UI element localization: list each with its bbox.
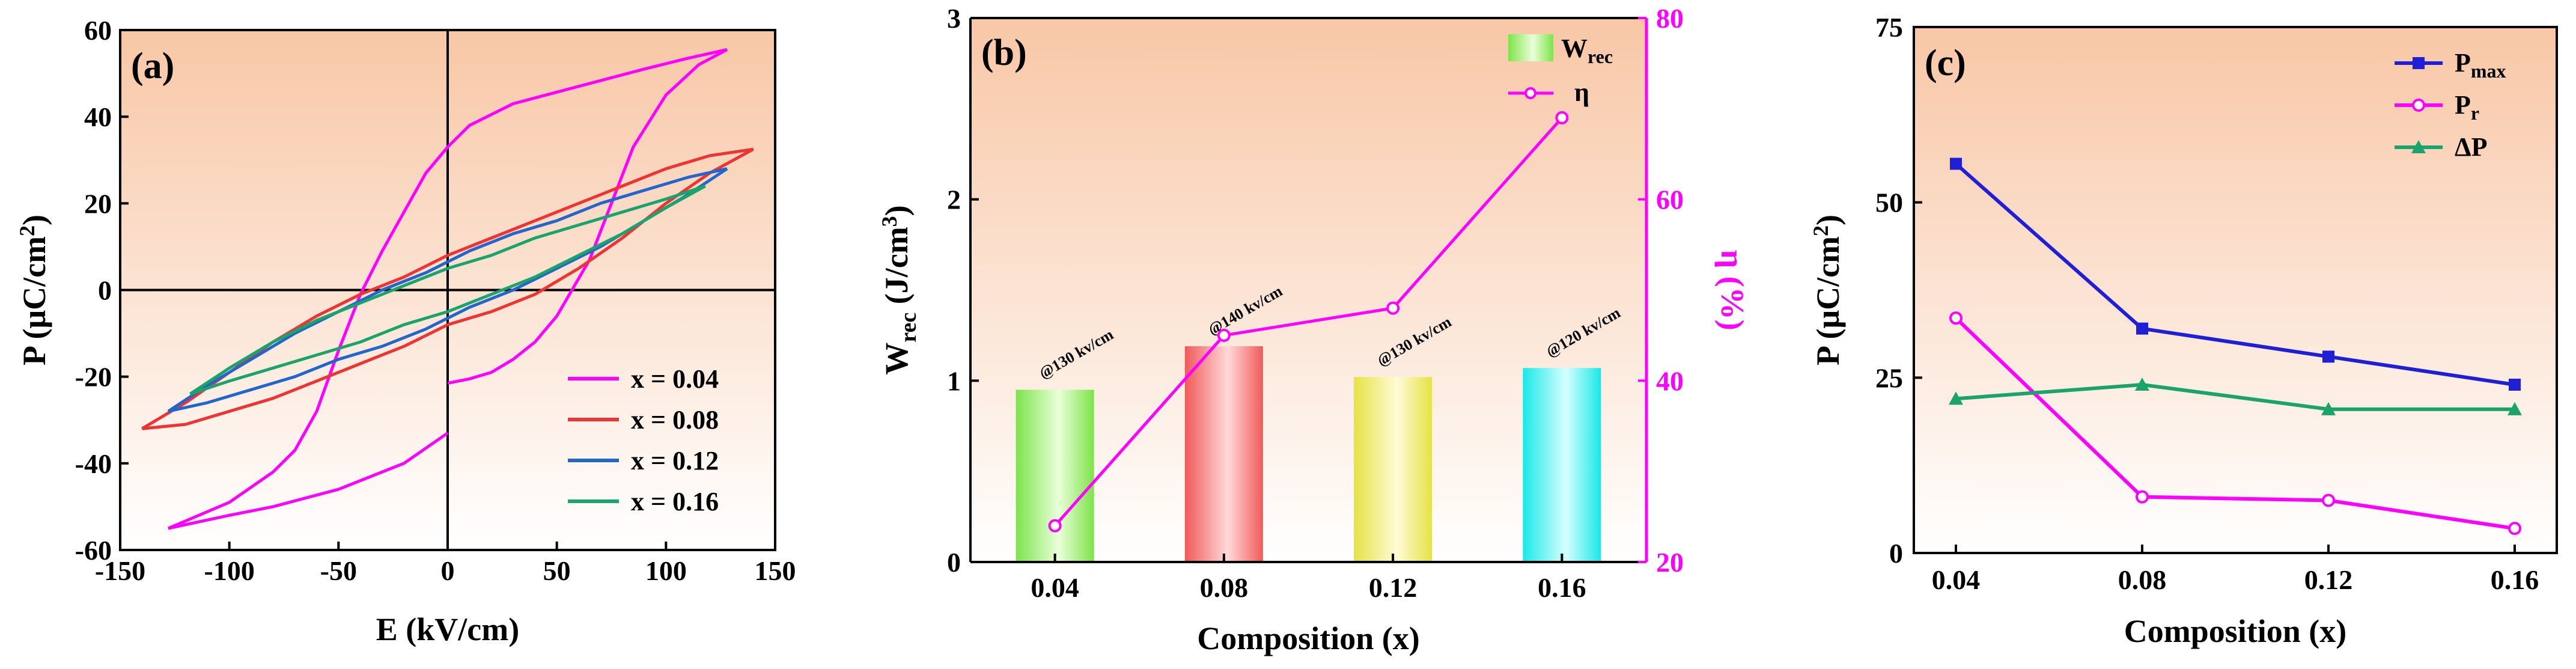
y-tick-label: 3 xyxy=(947,3,961,34)
legend-label-eta: η xyxy=(1574,78,1589,107)
loop-lower-branch-3 xyxy=(189,185,706,396)
loop-upper-branch-3 xyxy=(189,185,706,396)
y-tick-label: 40 xyxy=(84,102,112,132)
x-axis-title: Composition (x) xyxy=(1197,620,1420,656)
loop-upper-branch-2 xyxy=(167,167,728,413)
y-tick-label: 0 xyxy=(98,275,112,306)
panel-c-polarization: 0.04 0.08 0.12 0.16 0 25 50 75 Composition (x) P … xyxy=(1809,12,2558,649)
x-tick-label: 0.04 xyxy=(1031,572,1079,603)
legend-label-2: ΔP xyxy=(2455,132,2487,162)
y2-tick-label: 40 xyxy=(1656,365,1684,396)
y-tick-label: 0 xyxy=(1889,538,1903,569)
series-1-point-0.16 xyxy=(2508,522,2521,536)
plot-background xyxy=(1914,27,2557,553)
legend-label-0: Pmax xyxy=(2455,48,2506,82)
x-tick-label: 0.12 xyxy=(1369,572,1417,603)
y-tick-label: 1 xyxy=(947,365,961,396)
series-line-0 xyxy=(1955,162,2515,386)
x-tick-label: -150 xyxy=(95,555,145,586)
series-2-point-0.12 xyxy=(2321,402,2336,415)
y-tick-label: -60 xyxy=(75,535,112,566)
series-1-point-0.12 xyxy=(2322,493,2335,507)
series-0-point-0.04 xyxy=(1950,157,1962,170)
y-axis-title: Wrec (J/cm3) xyxy=(877,205,921,374)
eta-point-0.04 xyxy=(1048,519,1062,533)
series-1-point-0.04 xyxy=(1949,311,1962,325)
loop-tail-branch-0 xyxy=(168,432,449,530)
y-tick-label: 50 xyxy=(1875,188,1903,218)
y-tick-label: 25 xyxy=(1875,362,1903,393)
y-axis-title: P (μC/cm2) xyxy=(15,215,52,365)
bar-wrec-0.04 xyxy=(1015,389,1094,562)
x-tick-label: 0.12 xyxy=(2304,564,2353,595)
x-tick-label: 0.04 xyxy=(1932,564,1981,595)
series-line-2 xyxy=(1955,382,2515,411)
x-tick-label: 0.16 xyxy=(1538,572,1586,603)
panel-label: (b) xyxy=(981,32,1027,73)
x-axis-title: Composition (x) xyxy=(2124,613,2347,649)
legend-marker-2 xyxy=(2411,140,2426,153)
panel-label: (a) xyxy=(131,46,174,87)
series-2-point-0.04 xyxy=(1949,391,1963,405)
y-tick-label: -40 xyxy=(75,448,112,479)
x-tick-label: -100 xyxy=(204,555,255,586)
series-2-point-0.08 xyxy=(2135,377,2149,391)
y2-tick-label: 60 xyxy=(1656,185,1684,215)
x-tick-label: 0.08 xyxy=(1200,572,1249,603)
series-0-point-0.12 xyxy=(2322,350,2334,363)
bar-wrec-0.12 xyxy=(1354,377,1433,562)
y-tick-label: 0 xyxy=(947,547,961,578)
bar-wrec-0.08 xyxy=(1184,346,1263,562)
legend-label-0: x = 0.04 xyxy=(631,364,719,394)
x-tick-label: 0.16 xyxy=(2491,564,2539,595)
x-axis-title: E (kV/cm) xyxy=(376,611,519,647)
eta-point-0.08 xyxy=(1217,328,1231,342)
y2-tick-label: 80 xyxy=(1656,3,1684,34)
y2-tick-label: 20 xyxy=(1656,547,1684,578)
eta-point-0.12 xyxy=(1386,301,1400,315)
legend-swatch-wrec xyxy=(1508,34,1553,61)
legend-marker-1 xyxy=(2412,99,2425,112)
x-tick-label: 150 xyxy=(755,555,796,586)
legend-label-2: x = 0.12 xyxy=(631,446,719,475)
eta-point-0.16 xyxy=(1555,111,1569,124)
y2-axis-title: η (%) xyxy=(1714,249,1750,330)
x-tick-label: 100 xyxy=(645,555,687,586)
x-tick-label: 0.08 xyxy=(2118,564,2167,595)
series-line-1 xyxy=(1954,317,2515,531)
x-tick-label: 0 xyxy=(441,555,455,586)
y-tick-label: 75 xyxy=(1875,12,1903,43)
legend-marker-0 xyxy=(2413,57,2425,69)
eta-line xyxy=(1053,117,1564,527)
y-tick-label: 20 xyxy=(84,188,112,219)
panel-label: (c) xyxy=(1925,43,1966,84)
y-tick-label: 2 xyxy=(947,185,961,215)
legend-label-wrec: Wrec xyxy=(1561,34,1613,67)
series-0-point-0.16 xyxy=(2509,379,2521,391)
x-tick-label: 50 xyxy=(543,555,571,586)
series-0-point-0.08 xyxy=(2136,322,2148,335)
panel-a-hysteresis: -150 -100 -50 0 50 100 150 -60 -40 -20 0 20 40 60 E (k… xyxy=(15,15,796,647)
bar-wrec-0.16 xyxy=(1523,368,1601,562)
plot-frame xyxy=(1913,26,2558,554)
legend-label-3: x = 0.16 xyxy=(631,487,719,516)
x-tick-label: -50 xyxy=(320,555,357,586)
loop-upper-branch-0 xyxy=(167,47,728,530)
legend-label-1: x = 0.08 xyxy=(631,405,719,435)
series-1-point-0.08 xyxy=(2136,490,2149,504)
y-tick-label: 60 xyxy=(84,15,112,46)
loop-lower-branch-0 xyxy=(447,48,728,385)
series-2-point-0.16 xyxy=(2507,402,2522,415)
legend-marker-eta xyxy=(1524,87,1536,99)
y-tick-label: -20 xyxy=(75,362,112,393)
legend-label-1: Pr xyxy=(2455,90,2479,124)
y-axis-title: P (μC/cm2) xyxy=(1809,215,1846,365)
panel-b-energy-storage: @130 kv/cm@140 kv/cm@130 kv/cm @120 kv/cm… xyxy=(877,3,1750,656)
